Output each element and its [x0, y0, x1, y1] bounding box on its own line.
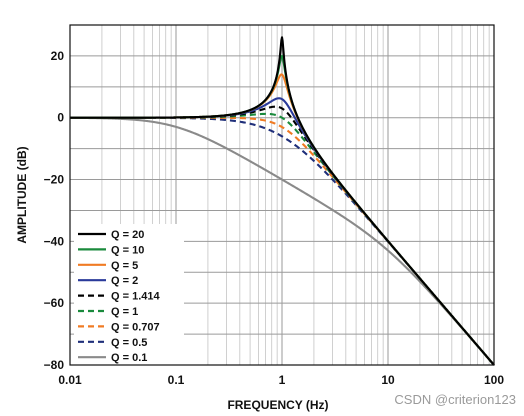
- series-line: [69, 36, 495, 366]
- watermark: CSDN @criterion123: [394, 392, 516, 407]
- x-axis-title: FREQUENCY (Hz): [227, 398, 328, 412]
- y-tick-label: 20: [51, 49, 65, 63]
- legend: Q = 20 Q = 10 Q = 5 Q = 2 Q = 1.414 Q = 1 Q = …: [74, 224, 184, 366]
- series-lines: [69, 36, 495, 366]
- y-tick-label: −60: [44, 296, 65, 310]
- tick-labels: 0.01 0.1 1 10 100 20 0 −20 −40 −60 −80: [44, 49, 505, 387]
- legend-label: Q = 1.414: [111, 291, 161, 303]
- x-tick-label: 0.1: [168, 373, 185, 387]
- x-tick-label: 0.01: [58, 373, 82, 387]
- legend-label: Q = 20: [111, 229, 144, 241]
- legend-label: Q = 0.5: [111, 337, 147, 349]
- plot-frame: [69, 24, 495, 366]
- legend-label: Q = 0.707: [111, 321, 160, 333]
- y-tick-label: −20: [44, 173, 65, 187]
- y-tick-label: −40: [44, 234, 65, 248]
- legend-label: Q = 10: [111, 244, 144, 256]
- legend-label: Q = 1: [111, 306, 138, 318]
- x-tick-label: 100: [484, 373, 504, 387]
- grid: [70, 25, 494, 366]
- y-tick-label: −80: [44, 358, 65, 372]
- series-line: [69, 116, 495, 366]
- x-tick-label: 1: [279, 373, 286, 387]
- legend-label: Q = 2: [111, 275, 138, 287]
- x-tick-label: 10: [381, 373, 395, 387]
- legend-label: Q = 5: [111, 260, 138, 272]
- legend-label: Q = 0.1: [111, 352, 147, 364]
- y-axis-title: AMPLITUDE (dB): [15, 146, 29, 243]
- y-tick-label: 0: [57, 111, 64, 125]
